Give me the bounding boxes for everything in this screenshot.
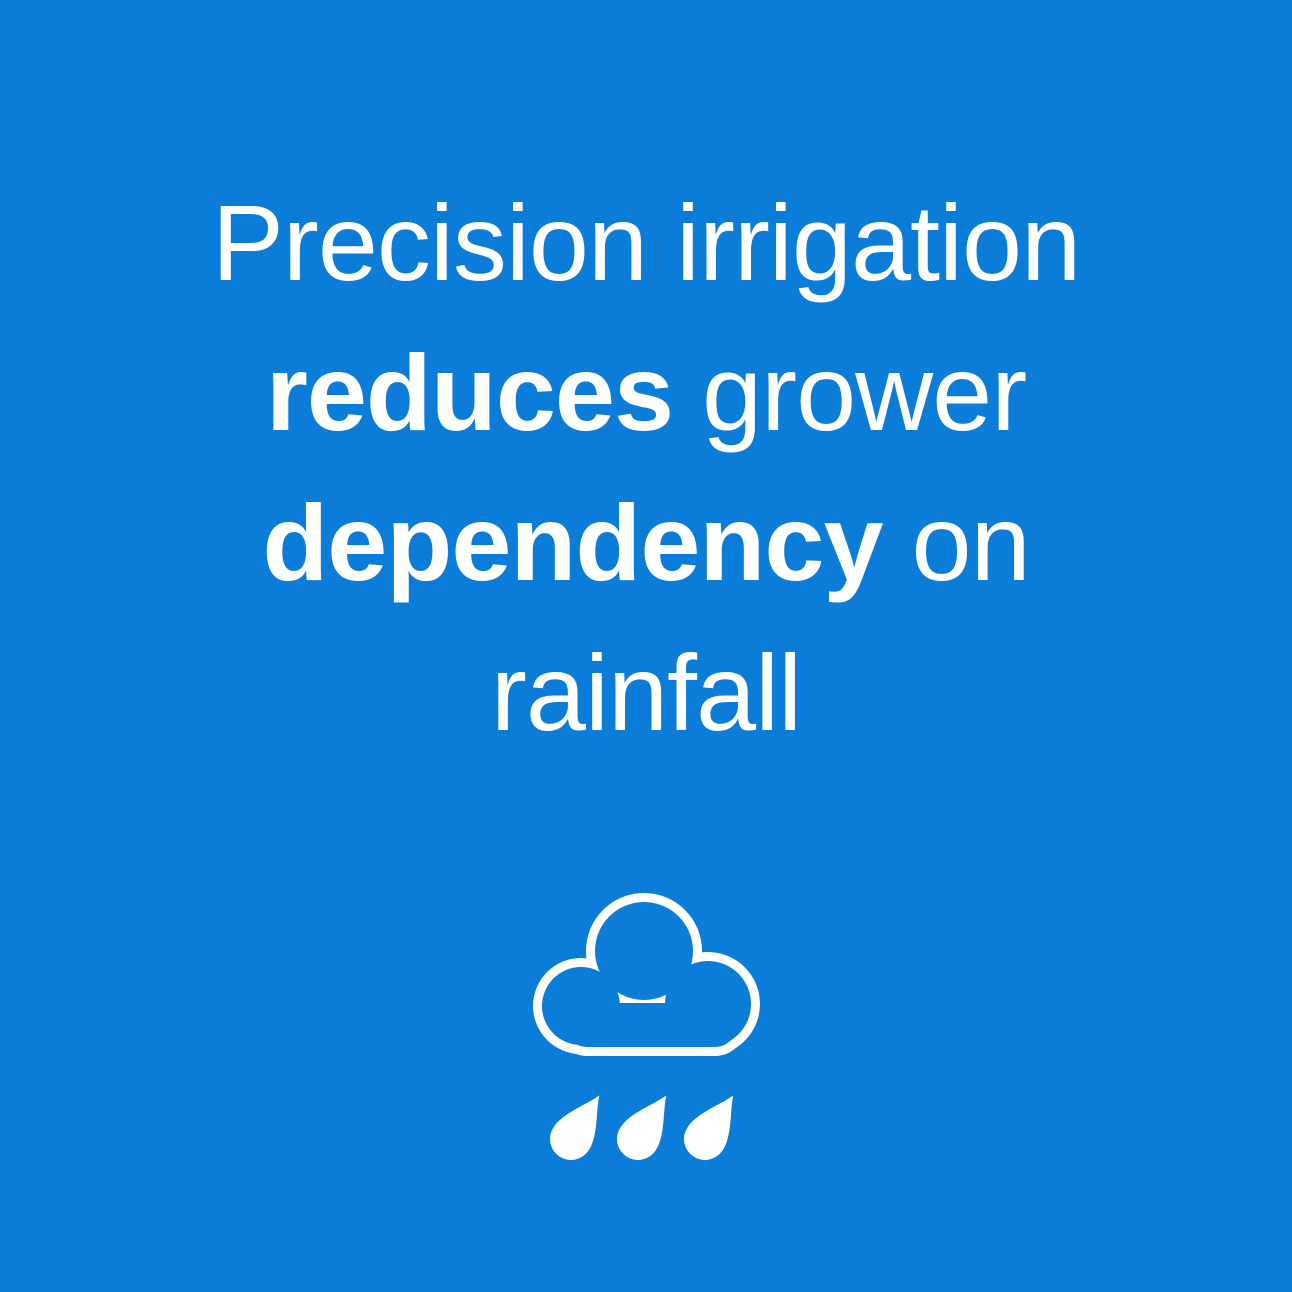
headline-line-4: rainfall — [490, 632, 802, 753]
headline-line-3: dependency on — [262, 482, 1031, 603]
headline-line-2: reduces grower — [265, 332, 1027, 453]
headline-line-1: Precision irrigation — [211, 182, 1081, 303]
headline-text: on — [882, 482, 1031, 603]
rain-cloud-icon — [526, 876, 766, 1168]
headline: Precision irrigation reduces grower depe… — [0, 168, 1292, 768]
headline-text: Precision irrigation — [211, 182, 1081, 303]
headline-text: grower — [673, 332, 1027, 453]
headline-bold-reduces: reduces — [265, 332, 674, 453]
headline-bold-dependency: dependency — [262, 482, 883, 603]
headline-text: rainfall — [490, 632, 802, 753]
